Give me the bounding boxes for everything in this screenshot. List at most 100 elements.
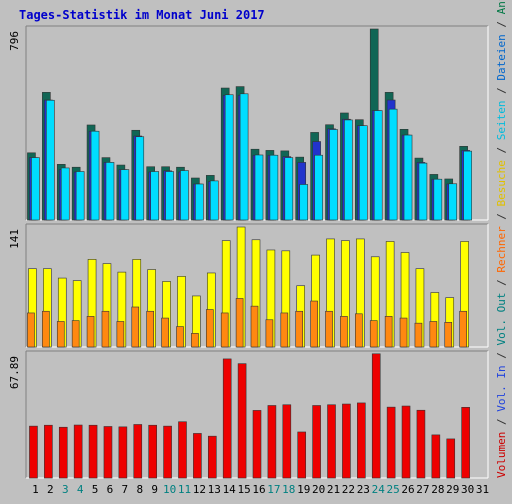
y-axis-labels: 796 141 67.89 — [8, 31, 21, 389]
bar-volumen-26 — [401, 405, 411, 479]
x-axis-labels: 1 2 3 4 5 6 7 8 9 10 11 12 13 14 15 16 17 18 19 20 21 22 23 24 2… — [32, 483, 489, 496]
bar-seiten-2 — [46, 99, 55, 221]
x-tick-label-6: 6 — [107, 483, 114, 496]
bar-rechner-25 — [384, 316, 393, 348]
x-tick-label-16: 16 — [252, 483, 265, 496]
bar-volumen-6 — [103, 426, 113, 479]
x-tick-label-28: 28 — [431, 483, 444, 496]
x-tick-label-5: 5 — [92, 483, 99, 496]
bar-volumen-21 — [327, 404, 336, 479]
bar-volumen-28 — [431, 434, 441, 479]
bar-rechner-1 — [27, 312, 35, 348]
bar-volumen-5 — [88, 424, 98, 479]
bar-volumen-24 — [371, 353, 381, 479]
bar-volumen-20 — [312, 405, 321, 479]
legend-part-6: Rechner — [495, 226, 508, 273]
bar-rechner-5 — [86, 316, 95, 348]
bar-rechner-14 — [220, 312, 229, 348]
x-tick-label-21: 21 — [327, 483, 340, 496]
bar-seiten-13 — [209, 180, 219, 221]
legend-part-0: Volumen — [495, 432, 508, 478]
bar-volumen-30 — [461, 407, 470, 479]
y-max-label-top: 796 — [8, 31, 21, 51]
bar-volumen-29 — [446, 438, 456, 479]
bar-seiten-22 — [344, 119, 353, 221]
bar-seiten-1 — [31, 157, 40, 221]
bar-seiten-12 — [195, 183, 204, 221]
bar-rechner-28 — [429, 321, 438, 348]
x-tick-label-25: 25 — [387, 483, 400, 496]
bar-volumen-11 — [178, 421, 187, 479]
bar-seiten-8 — [135, 136, 145, 221]
bar-seiten-19 — [299, 184, 309, 221]
bar-volumen-10 — [163, 425, 172, 479]
legend-part-12: Dateien — [495, 34, 508, 80]
bar-seiten-21 — [329, 129, 338, 221]
bar-volumen-7 — [118, 426, 128, 479]
x-tick-label-8: 8 — [136, 483, 143, 496]
bar-rechner-10 — [161, 317, 169, 348]
right-legend: Volumen / Vol. In / Vol. Out / Rechner /… — [495, 0, 508, 478]
bar-seiten-25 — [388, 108, 398, 221]
bar-volumen-19 — [297, 431, 307, 479]
bar-seiten-23 — [359, 125, 368, 221]
x-tick-label-22: 22 — [342, 483, 355, 496]
bar-rechner-23 — [355, 313, 363, 348]
bar-volumen-17 — [267, 405, 277, 479]
bar-rechner-2 — [42, 310, 50, 348]
bar-rechner-4 — [71, 320, 80, 348]
bar-rechner-8 — [131, 306, 140, 348]
bar-volumen-13 — [207, 435, 217, 479]
bar-rechner-29 — [444, 322, 453, 348]
x-tick-label-26: 26 — [401, 483, 414, 496]
bar-rechner-16 — [250, 305, 259, 348]
x-tick-label-19: 19 — [297, 483, 310, 496]
bar-rechner-24 — [369, 320, 378, 348]
bar-volumen-3 — [58, 426, 68, 479]
bar-volumen-12 — [193, 433, 202, 479]
bar-rechner-3 — [56, 321, 65, 348]
bar-volumen-4 — [73, 424, 83, 479]
bar-rechner-20 — [310, 300, 318, 348]
x-tick-label-11: 11 — [178, 483, 191, 496]
bar-seiten-4 — [75, 171, 85, 221]
legend-part-13: / — [495, 14, 508, 34]
bar-seiten-10 — [165, 171, 174, 221]
x-tick-label-1: 1 — [32, 483, 39, 496]
bar-rechner-11 — [176, 326, 184, 348]
x-tick-label-17: 17 — [267, 483, 280, 496]
bar-rechner-13 — [205, 309, 214, 348]
bar-volumen-18 — [282, 404, 292, 479]
chart-title: Tages-Statistik im Monat Juni 2017 — [19, 8, 265, 22]
bar-seiten-26 — [403, 134, 413, 221]
legend-part-11: / — [495, 81, 508, 101]
x-tick-label-24: 24 — [372, 483, 386, 496]
legend-part-2: Vol. In — [495, 365, 508, 411]
x-tick-label-7: 7 — [122, 483, 129, 496]
bar-seiten-27 — [418, 162, 428, 221]
legend-part-8: Besuche — [495, 160, 508, 206]
bar-seiten-29 — [448, 183, 458, 221]
x-tick-label-29: 29 — [446, 483, 459, 496]
y-max-label-middle: 141 — [8, 229, 21, 249]
bar-rechner-26 — [399, 317, 408, 348]
bar-seiten-16 — [254, 154, 264, 221]
bar-seiten-7 — [120, 169, 130, 221]
bar-seiten-24 — [373, 110, 383, 221]
bar-seiten-28 — [433, 178, 443, 221]
bar-rechner-22 — [340, 316, 348, 348]
bar-volumen-23 — [357, 402, 366, 479]
bar-rechner-12 — [191, 333, 199, 348]
x-tick-label-31: 31 — [476, 483, 489, 496]
bar-rechner-6 — [101, 310, 110, 348]
bar-volumen-15 — [237, 363, 247, 479]
bar-volumen-16 — [252, 410, 262, 479]
bar-volumen-22 — [342, 403, 351, 479]
x-tick-label-9: 9 — [151, 483, 158, 496]
x-tick-label-20: 20 — [312, 483, 325, 496]
x-tick-label-4: 4 — [77, 483, 84, 496]
legend-part-1: / — [495, 412, 508, 432]
bar-seiten-5 — [90, 130, 100, 221]
